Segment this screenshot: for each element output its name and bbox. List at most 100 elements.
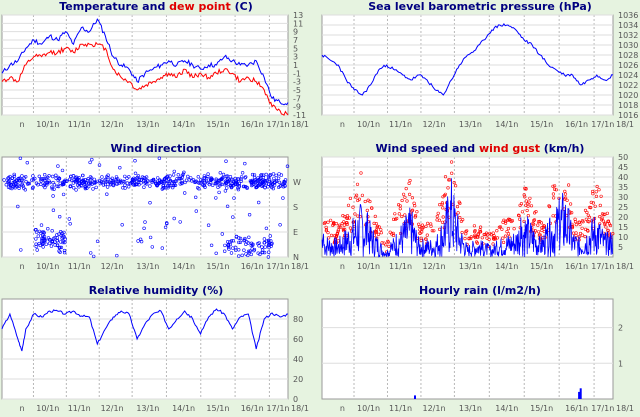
wind-direction-point bbox=[182, 170, 186, 174]
wind-direction-point bbox=[247, 235, 251, 240]
wind-direction-point bbox=[50, 186, 54, 191]
wind-direction-point bbox=[45, 183, 49, 187]
wind-direction-point bbox=[133, 171, 138, 175]
wind-direction-point bbox=[282, 181, 286, 185]
wind-direction-point bbox=[173, 179, 177, 183]
wind-direction-point bbox=[100, 175, 104, 179]
wind-gust-point bbox=[540, 225, 544, 230]
wind-gust-point bbox=[475, 235, 479, 239]
rain-bar bbox=[414, 395, 416, 399]
wind-direction-point bbox=[242, 184, 247, 189]
wind-gust-point bbox=[537, 230, 541, 234]
wind-direction-point bbox=[245, 186, 249, 190]
wind-direction-point bbox=[157, 181, 161, 186]
wind-direction-point bbox=[167, 177, 171, 182]
wind-direction-point bbox=[163, 225, 168, 230]
wind-gust-point bbox=[580, 219, 585, 223]
wind-gust-point bbox=[580, 233, 584, 237]
wind-direction-point bbox=[90, 182, 94, 186]
wind-direction-point bbox=[39, 182, 43, 186]
wind-gust-point bbox=[396, 203, 401, 207]
wind-gust-point bbox=[359, 171, 363, 175]
temperature-x-tick: 12/1n bbox=[101, 120, 124, 129]
wind-gust-point bbox=[353, 212, 357, 216]
wind-direction-point bbox=[206, 174, 210, 179]
wind-gust-point bbox=[593, 204, 597, 208]
wind-gust-point bbox=[448, 178, 452, 182]
wind-direction-point bbox=[130, 180, 135, 184]
wind-direction-point bbox=[36, 234, 40, 238]
wind-direction-point bbox=[40, 242, 45, 246]
wind-gust-point bbox=[344, 221, 349, 225]
wind-gust-point bbox=[355, 182, 360, 186]
wind-direction-point bbox=[47, 241, 52, 246]
wind-gust-point bbox=[519, 202, 523, 206]
wind-gust-point bbox=[538, 233, 542, 237]
wind-direction-point bbox=[61, 240, 65, 245]
wind-direction-point bbox=[221, 172, 226, 177]
wind-gust-point bbox=[457, 200, 461, 204]
wind-direction-point bbox=[95, 179, 99, 184]
wind-direction-point bbox=[274, 173, 278, 178]
wind-direction-point bbox=[136, 239, 140, 243]
wind-gust-point bbox=[420, 226, 424, 230]
wind-direction-point bbox=[240, 171, 245, 175]
wind-gust-point bbox=[441, 215, 445, 219]
wind-direction-point bbox=[252, 175, 257, 180]
wind-direction-point bbox=[67, 217, 72, 221]
wind-gust-point bbox=[495, 229, 499, 233]
wind-gust-point bbox=[382, 241, 386, 245]
wind-direction-point bbox=[250, 172, 255, 177]
wind-direction-point bbox=[218, 171, 223, 175]
wind-gust-point bbox=[400, 214, 404, 219]
wind-direction-point bbox=[21, 184, 25, 188]
wind-gust-point bbox=[335, 231, 340, 235]
rain-y-tick: 1 bbox=[618, 359, 623, 368]
wind-gust-point bbox=[329, 218, 333, 222]
wind-speed-x-tick: 11/1n bbox=[389, 262, 412, 271]
wind-direction-point bbox=[259, 173, 264, 177]
wind-gust-point bbox=[351, 220, 356, 224]
wind-direction-point bbox=[40, 236, 44, 241]
wind-gust-point bbox=[501, 236, 505, 240]
wind-direction-point bbox=[42, 231, 46, 235]
wind-direction-point bbox=[62, 230, 66, 235]
wind-direction-point bbox=[254, 183, 258, 188]
wind-gust-point bbox=[552, 196, 556, 200]
wind-direction-point bbox=[53, 243, 57, 247]
wind-direction-point bbox=[156, 176, 160, 180]
wind-gust-point bbox=[420, 227, 424, 231]
wind-gust-point bbox=[447, 178, 451, 182]
wind-direction-point bbox=[46, 236, 51, 240]
wind-direction-point bbox=[268, 173, 273, 177]
wind-gust-point bbox=[376, 232, 381, 236]
wind-gust-point bbox=[346, 203, 351, 207]
wind-direction-point bbox=[223, 189, 228, 193]
wind-direction-point bbox=[278, 184, 282, 188]
wind-direction-point bbox=[54, 173, 58, 177]
wind-direction-point bbox=[110, 178, 115, 183]
wind-gust-point bbox=[591, 189, 595, 194]
wind-gust-point bbox=[580, 226, 584, 230]
pressure-y-tick: 1024 bbox=[618, 71, 638, 80]
wind-speed-x-tick: 12/1n bbox=[423, 262, 446, 271]
wind-direction-point bbox=[51, 194, 55, 198]
wind-gust-point bbox=[387, 244, 391, 248]
wind-gust-point bbox=[356, 198, 360, 203]
wind-gust-point bbox=[497, 225, 501, 229]
humidity-line bbox=[1, 308, 289, 352]
wind-direction-point bbox=[262, 237, 267, 241]
wind-speed-x-tick: 13/1n bbox=[459, 262, 482, 271]
pressure-x-tick: 12/1n bbox=[423, 120, 446, 129]
wind-direction-point bbox=[99, 180, 104, 185]
pressure-y-tick: 1036 bbox=[618, 11, 638, 20]
wind-gust-point bbox=[551, 184, 555, 188]
wind-direction-point bbox=[27, 181, 31, 186]
wind-gust-point bbox=[415, 210, 419, 214]
wind-direction-point bbox=[94, 185, 98, 190]
wind-direction-point bbox=[85, 178, 90, 183]
pressure-chart: n 10/1n 11/1n 12/1n 13/1n 14/1n 15/1n 16/1n 17/1… bbox=[321, 11, 638, 129]
wind-direction-point bbox=[181, 172, 186, 176]
wind-direction-point bbox=[19, 178, 24, 183]
wind-gust-point bbox=[348, 196, 353, 201]
